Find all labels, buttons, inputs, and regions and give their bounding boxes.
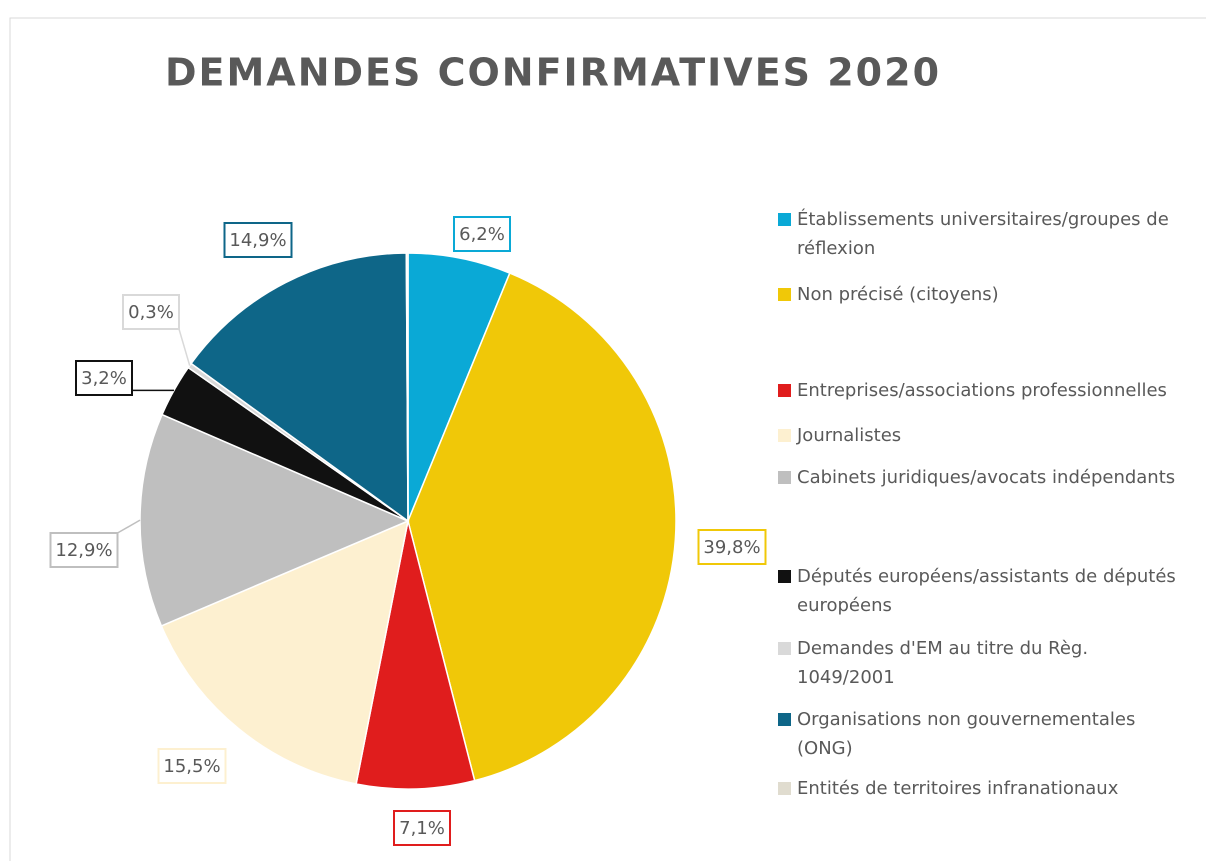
data-label: 6,2% [459,224,505,245]
label-box [75,360,133,396]
pie-slice [190,252,409,523]
legend-label: Non précisé (citoyens) [797,284,999,305]
label-box [122,294,180,330]
legend-swatch [778,782,791,795]
pie-slice [139,413,410,627]
leader-line [117,519,141,534]
legend-item: Députés européens/assistants de députés … [778,562,1188,620]
data-label: 3,2% [81,368,127,389]
legend-swatch [778,213,791,226]
label-box [49,532,119,568]
label-box [393,810,451,846]
label-box [697,529,767,565]
data-label: 0,3% [128,302,174,323]
pie-slice [160,519,410,785]
data-label: 15,5% [163,756,220,777]
legend-label: Députés européens/assistants de députés … [797,566,1176,616]
legend-item: Entités de territoires infranationaux [778,774,1188,803]
legend-swatch [778,713,791,726]
data-label: 39,8% [703,537,760,558]
legend-item: Établissements universitaires/groupes de… [778,205,1188,263]
legend-item: Cabinets juridiques/avocats indépendants [778,463,1188,492]
data-label: 14,9% [229,230,286,251]
legend-swatch [778,384,791,397]
legend-label: Journalistes [797,425,902,446]
legend-swatch [778,288,791,301]
legend-item: Entreprises/associations professionnelle… [778,376,1188,405]
legend-label: Demandes d'EM au titre du Règ. 1049/2001 [797,638,1089,688]
legend-label: Entreprises/associations professionnelle… [797,380,1167,401]
label-box [157,748,227,784]
legend-swatch [778,570,791,583]
legend-label: Cabinets juridiques/avocats indépendants [797,467,1176,488]
chart-title: DEMANDES CONFIRMATIVES 2020 [165,51,941,95]
legend-item: Organisations non gouvernementales (ONG) [778,705,1188,763]
pie-slice [405,252,409,522]
pie-slice [355,520,476,790]
leader-line [178,328,191,366]
label-box [223,222,293,258]
data-label: 12,9% [55,540,112,561]
legend-swatch [778,471,791,484]
label-box [453,216,511,252]
legend-swatch [778,429,791,442]
legend-item: Journalistes [778,421,1188,450]
chart-border [9,17,1206,861]
pie-slice [407,272,677,782]
legend-label: Établissements universitaires/groupes de… [797,209,1169,259]
legend-item: Demandes d'EM au titre du Règ. 1049/2001 [778,634,1188,692]
data-label: 7,1% [399,818,445,839]
legend-item: Non précisé (citoyens) [778,280,1188,309]
legend-label: Entités de territoires infranationaux [797,778,1119,799]
legend-label: Organisations non gouvernementales (ONG) [797,709,1136,759]
legend-swatch [778,642,791,655]
